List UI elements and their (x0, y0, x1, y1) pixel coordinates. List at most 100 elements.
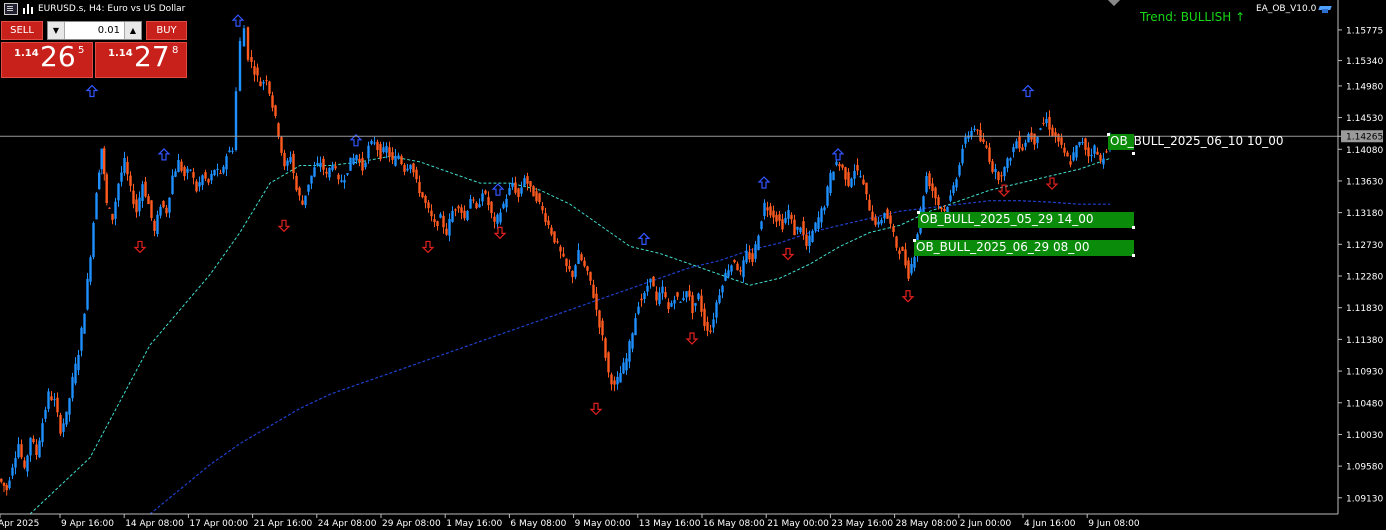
candle-body (721, 285, 724, 293)
expert-advisor-label[interactable]: EA_OB_V10.0 (1256, 4, 1331, 14)
candle-body (928, 173, 931, 187)
chevron-down-icon[interactable]: ▼ (48, 22, 65, 39)
lot-size-input[interactable]: 0.01 (97, 25, 120, 36)
lot-size-stepper[interactable]: ▼ 0.01 ▲ (47, 21, 142, 40)
candle-body (634, 318, 637, 336)
candle-body (207, 179, 210, 183)
candle-body (129, 175, 132, 186)
candle-body (59, 415, 62, 434)
order-block-1-handle[interactable] (1107, 133, 1110, 136)
candle-body (1096, 151, 1099, 155)
candle-body (820, 208, 823, 223)
candle-body (988, 147, 991, 162)
order-block-3[interactable]: OB_BULL_2025_06_29 08_00 (914, 240, 1134, 256)
time-tick-label: 23 May 16:00 (831, 519, 893, 529)
candle-body (694, 303, 697, 306)
candles-icon (22, 4, 34, 14)
candle-body (559, 246, 562, 252)
candle-body (192, 172, 195, 178)
candle-body (201, 175, 204, 185)
candle-body (787, 210, 790, 219)
candle-body (706, 321, 709, 331)
candle-body (1006, 158, 1009, 169)
candle-body (841, 164, 844, 168)
buy-price[interactable]: 1.14 27 8 (95, 40, 187, 78)
candle-body (907, 260, 910, 279)
price-tick-label: 1.10480 (1346, 399, 1383, 409)
candle-body (868, 199, 871, 211)
candle-body (382, 147, 385, 153)
buy-button[interactable]: BUY (146, 21, 187, 40)
candle-body (898, 250, 901, 254)
candle-body (1012, 147, 1015, 153)
candle-body (469, 199, 472, 209)
order-block-3-handle[interactable] (913, 239, 916, 242)
candle-body (904, 249, 907, 266)
candle-body (41, 423, 44, 443)
candle-body (1027, 134, 1030, 143)
candle-body (697, 293, 700, 300)
candle-body (439, 214, 442, 218)
order-block-2[interactable]: OB_BULL_2025_05_29 14_00 (918, 212, 1134, 228)
candle-body (301, 200, 304, 205)
candle-body (35, 444, 38, 455)
candle-body (526, 176, 529, 184)
price-axis[interactable]: 1.15775 1.15340 1.14980 1.14530 1.14265 1.140… (1338, 26, 1383, 504)
candle-body (733, 260, 736, 263)
sell-price-big: 1.14 (14, 48, 39, 59)
candle-body (141, 184, 144, 201)
candle-body (895, 236, 898, 248)
candle-body (210, 174, 213, 181)
candle-body (268, 81, 271, 94)
sell-button[interactable]: SELL (1, 21, 43, 40)
order-block-2-handle[interactable] (917, 211, 920, 214)
price-tick-label: 1.14980 (1346, 82, 1383, 92)
candle-body (111, 213, 114, 220)
candle-body (319, 162, 322, 168)
candle-body (391, 152, 394, 160)
chevron-up-icon[interactable]: ▲ (124, 22, 141, 39)
time-tick-label: 6 May 08:00 (510, 519, 566, 529)
candle-body (165, 207, 168, 214)
candle-body (92, 223, 95, 258)
candle-body (571, 270, 574, 277)
price-tick-label: 1.11380 (1346, 336, 1383, 346)
candle-body (823, 207, 826, 211)
candle-body (985, 145, 988, 148)
sell-signal-arrow-icon (997, 184, 1011, 197)
candle-body (138, 197, 141, 212)
candle-body (144, 181, 147, 197)
candle-body (373, 142, 376, 144)
candle-body (976, 129, 979, 131)
order-block-1[interactable]: OB_BULL_2025_06_10 10_00 (1108, 134, 1284, 150)
candle-body (189, 169, 192, 171)
order-block-3-handle[interactable] (1132, 254, 1135, 257)
candle-body (231, 150, 234, 152)
candle-body (1033, 133, 1036, 145)
candle-body (934, 187, 937, 199)
candle-body (286, 160, 289, 166)
candle-body (385, 146, 388, 153)
order-block-2-handle[interactable] (1132, 226, 1135, 229)
candle-body (997, 172, 1000, 180)
time-tick-label: 9 Apr 16:00 (61, 519, 114, 529)
candle-body (796, 226, 799, 230)
order-block-1-handle[interactable] (1132, 152, 1135, 155)
buy-signal-arrow-icon (831, 148, 845, 161)
sell-price[interactable]: 1.14 26 5 (1, 40, 93, 78)
candle-body (973, 128, 976, 130)
price-tick-label: 1.15340 (1346, 57, 1383, 67)
candle-body (838, 164, 841, 167)
candle-body (757, 235, 760, 251)
candle-body (751, 253, 754, 262)
candle-body (622, 362, 625, 374)
candle-body (62, 423, 65, 432)
candle-body (523, 178, 526, 186)
price-tick-label: 1.09580 (1346, 463, 1383, 473)
candle-body (865, 182, 868, 195)
candle-body (1093, 145, 1096, 154)
time-axis[interactable]: Apr 2025 9 Apr 16:00 14 Apr 08:00 17 Apr 00… (0, 514, 1140, 529)
candle-body (177, 160, 180, 173)
price-tick-label: 1.13630 (1346, 177, 1383, 187)
